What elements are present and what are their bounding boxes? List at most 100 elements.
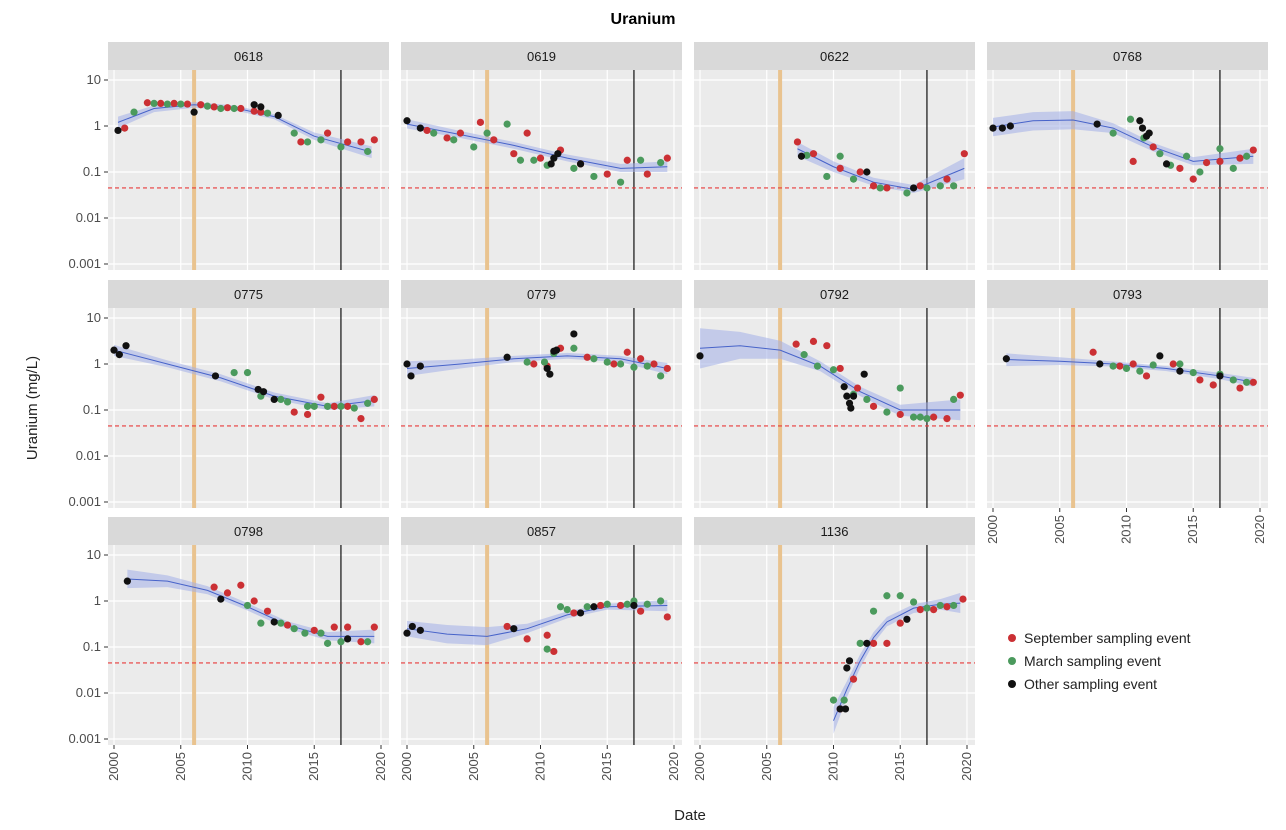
data-point [210,103,218,111]
data-point [121,124,129,132]
x-tick-label: 2000 [985,515,1000,544]
panel [108,545,389,745]
data-point [230,104,238,113]
data-point [696,352,704,360]
data-point [1196,168,1204,176]
data-point [869,182,878,190]
data-point [923,414,931,423]
data-point [916,606,924,614]
data-point [896,410,904,419]
data-point [896,592,904,600]
data-point [317,136,325,144]
data-point [1126,115,1135,123]
data-point [250,107,258,115]
data-point [845,657,854,665]
data-point [930,606,938,614]
data-point [450,136,458,144]
data-point [856,168,864,176]
data-point [823,342,831,350]
data-point [290,129,298,137]
data-point [546,370,554,378]
data-point [259,388,268,396]
data-point [623,600,631,608]
data-point [536,154,545,162]
data-point [456,129,465,137]
data-point [1142,372,1151,380]
x-tick-label: 2005 [173,752,188,781]
y-tick-label: 0.1 [83,402,101,417]
data-point [310,402,318,410]
panel [987,308,1268,508]
data-point [344,402,352,410]
data-point [1189,175,1197,183]
data-point [540,358,549,366]
confidence-band [993,111,1254,166]
y-tick-label: 10 [87,547,101,562]
data-point [430,129,438,137]
y-axis-title: Uranium (mg/L) [24,356,41,460]
data-point [829,696,838,704]
legend-label: Other sampling event [1024,676,1157,692]
data-point [317,629,325,637]
data-point [250,597,258,605]
data-point [337,402,345,410]
data-point [856,639,864,647]
data-point [523,358,531,366]
data-point [1109,362,1117,370]
data-point [143,99,151,107]
data-point [836,364,844,373]
strip [108,517,389,545]
data-point [510,625,518,633]
legend-label: March sampling event [1024,653,1161,669]
y-tick-label: 1 [94,356,101,371]
data-point [576,160,585,168]
data-point [583,603,591,611]
data-point [416,124,424,132]
data-point [637,607,645,615]
data-point [616,601,625,610]
data-point [836,705,844,713]
data-point [630,363,638,371]
data-point [470,143,478,151]
data-point [570,164,578,172]
data-point [643,170,651,178]
x-tick-label: 2005 [759,752,774,781]
smooth-line [406,355,668,369]
x-tick-label: 2010 [239,752,254,781]
data-point [916,182,924,190]
data-point [616,360,625,368]
panel [987,70,1268,270]
data-point [950,601,958,610]
data-point [290,408,298,416]
panel-background [108,70,389,270]
data-point [637,156,645,164]
data-point [330,402,338,410]
data-point [510,150,518,158]
data-point [443,134,451,142]
panel-title: 0798 [234,524,263,539]
data-point [1096,360,1104,368]
data-point [1116,362,1124,370]
data-point [836,152,844,160]
data-point [270,395,278,403]
data-point [909,413,918,421]
x-tick-label: 2010 [532,752,547,781]
data-point [237,581,245,589]
data-point [1109,129,1117,137]
confidence-band [797,141,965,193]
data-point [190,108,198,116]
data-point [197,101,205,109]
panel [108,308,389,508]
data-point [357,138,365,146]
strip [987,42,1268,70]
data-point [909,184,918,192]
x-tick-label: 2010 [825,752,840,781]
y-tick-label: 10 [87,72,101,87]
data-point [1229,376,1237,384]
data-point [936,601,944,610]
data-point [998,124,1006,132]
x-tick-label: 2015 [599,752,614,781]
data-point [552,346,561,354]
data-point [323,129,332,137]
